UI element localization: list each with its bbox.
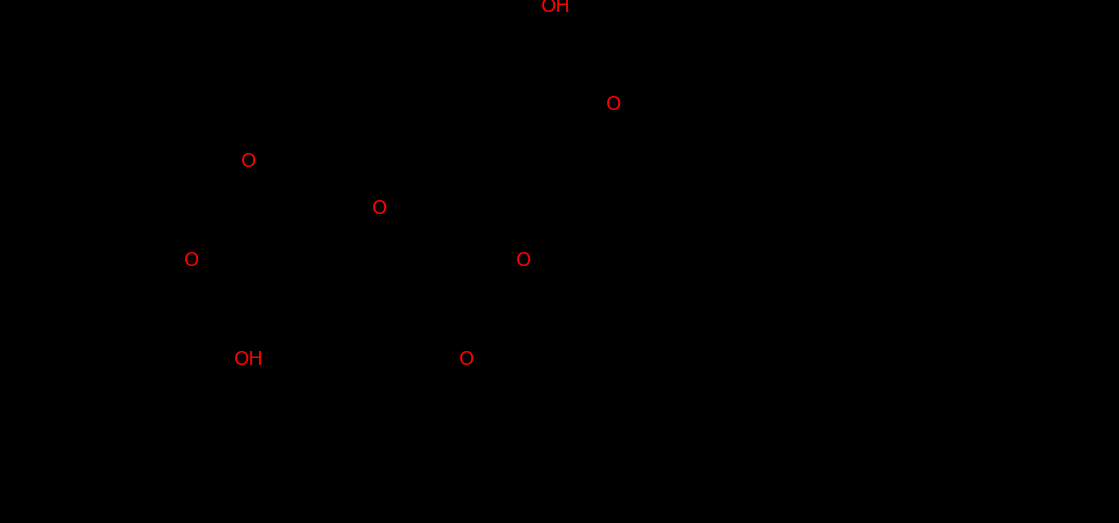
Text: OH: OH xyxy=(234,350,263,369)
Text: O: O xyxy=(184,251,199,270)
Text: O: O xyxy=(241,153,256,172)
Text: O: O xyxy=(372,199,387,218)
Text: O: O xyxy=(459,350,474,369)
Text: OH: OH xyxy=(542,0,571,16)
Text: O: O xyxy=(516,251,530,270)
Text: O: O xyxy=(605,95,621,115)
